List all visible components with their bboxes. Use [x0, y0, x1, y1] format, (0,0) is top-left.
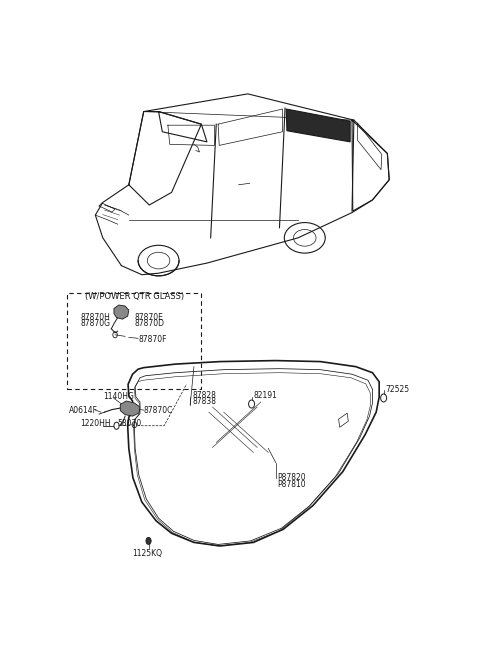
Text: 87870C: 87870C [144, 405, 173, 415]
Polygon shape [120, 401, 140, 416]
Bar [67, 293, 202, 390]
Text: 1140HG: 1140HG [103, 392, 133, 401]
Text: P87820: P87820 [277, 473, 306, 482]
Text: 72525: 72525 [385, 385, 409, 394]
Text: P87810: P87810 [277, 480, 306, 489]
Text: A0614F: A0614F [69, 405, 98, 415]
Polygon shape [286, 109, 350, 142]
Text: 87870G: 87870G [81, 319, 110, 328]
Text: 1125KQ: 1125KQ [132, 549, 162, 558]
Circle shape [146, 537, 151, 544]
Text: 82191: 82191 [253, 391, 277, 400]
Text: 1220HH: 1220HH [81, 419, 111, 428]
Text: 87838: 87838 [192, 397, 216, 406]
Text: 87828: 87828 [192, 391, 216, 400]
Polygon shape [114, 305, 129, 319]
Text: 87870E: 87870E [134, 313, 163, 321]
Text: 58070: 58070 [118, 419, 142, 428]
Text: 87870F: 87870F [138, 335, 167, 344]
Text: 87870H: 87870H [81, 313, 110, 321]
Text: 87870D: 87870D [134, 319, 164, 328]
Text: (W/POWER QTR GLASS): (W/POWER QTR GLASS) [85, 293, 184, 301]
